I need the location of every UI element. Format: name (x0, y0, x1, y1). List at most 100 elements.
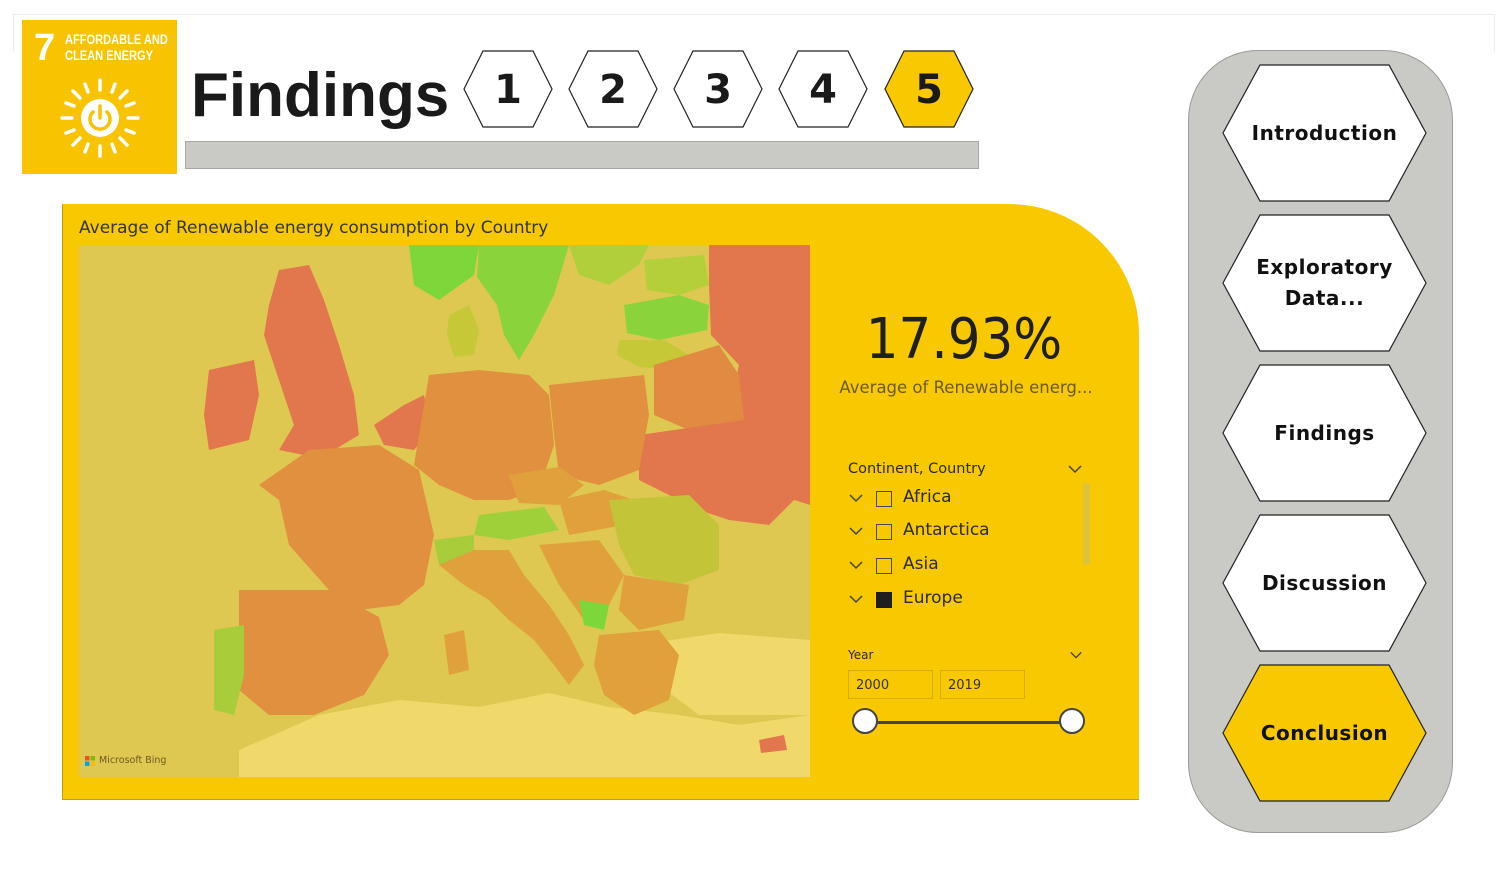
hexagon-shape (1222, 514, 1427, 652)
map-title: Average of Renewable energy consumption … (79, 218, 549, 238)
country-netherlands-belgium (374, 395, 431, 450)
page-button-4[interactable]: 4 (778, 50, 868, 128)
map-canvas (79, 245, 810, 777)
year-slider-end-handle[interactable] (1059, 708, 1085, 734)
page-button-label: 1 (494, 67, 522, 113)
country-finland (569, 245, 649, 285)
sun-power-icon (60, 78, 140, 158)
slicer-checkbox[interactable] (876, 558, 892, 574)
country-poland (549, 375, 649, 485)
expand-chevron-icon[interactable] (848, 560, 864, 570)
country-montenegro (579, 600, 609, 630)
nav-button-conclusion[interactable]: Conclusion (1222, 664, 1427, 802)
nav-button-label: Discussion (1261, 570, 1388, 595)
page-button-2[interactable]: 2 (568, 50, 658, 128)
hexagon-shape (1222, 364, 1427, 502)
hexagon-shape (463, 50, 553, 128)
country-portugal (214, 625, 244, 715)
chevron-down-icon[interactable] (1067, 464, 1083, 474)
slicer-checkbox-checked[interactable] (876, 592, 892, 608)
country-latvia (624, 295, 709, 340)
expand-chevron-icon[interactable] (848, 594, 864, 604)
page-button-label: 4 (809, 67, 837, 113)
sdg7-logo: 7 AFFORDABLE AND CLEAN ENERGY (22, 20, 177, 174)
nav-button-findings[interactable]: Findings (1222, 364, 1427, 502)
hexagon-shape (1222, 664, 1427, 802)
year-slider-track[interactable] (865, 721, 1072, 724)
slicer-item-asia[interactable]: Asia (848, 552, 1078, 582)
country-austria (474, 507, 559, 540)
country-sweden (477, 245, 569, 360)
africa-landmass (239, 693, 810, 777)
country-estonia (644, 255, 709, 295)
page-button-label: 2 (599, 67, 627, 113)
sdg-number: 7 (34, 27, 56, 69)
slicer-checkbox[interactable] (876, 524, 892, 540)
page-title: Findings (191, 61, 450, 130)
year-start-input[interactable]: 2000 (848, 670, 933, 699)
slicer-item-label: Asia (903, 554, 939, 574)
country-spain (239, 590, 389, 715)
country-czechia (509, 467, 584, 505)
hexagon-shape (568, 50, 658, 128)
hexagon-shape (673, 50, 763, 128)
sdg-goal-line2: CLEAN ENERGY (65, 48, 153, 63)
sdg-goal-line1: AFFORDABLE AND (65, 32, 168, 47)
country-france (259, 445, 434, 610)
slicer-checkbox[interactable] (876, 491, 892, 507)
country-sardinia (444, 630, 469, 675)
nav-button-label: Introduction (1251, 120, 1398, 145)
slicer-scrollbar[interactable] (1083, 483, 1090, 565)
hexagon-shape (778, 50, 868, 128)
slicer-item-europe[interactable]: Europe (848, 586, 1078, 616)
island-sicily (519, 695, 554, 715)
nav-button-label: Conclusion (1260, 720, 1389, 745)
bing-attribution: Microsoft Bing (85, 755, 166, 766)
country-norway (409, 245, 479, 300)
country-belarus (654, 345, 744, 430)
microsoft-logo-icon (85, 755, 95, 766)
turkey-landmass (639, 633, 810, 715)
page-button-1[interactable]: 1 (463, 50, 553, 128)
nav-button-label: Findings (1274, 420, 1375, 445)
europe-filled-map[interactable]: Microsoft Bing (79, 245, 810, 777)
country-romania (609, 495, 719, 585)
country-united-kingdom (264, 265, 359, 455)
country-italy (439, 550, 584, 685)
year-end-input[interactable]: 2019 (940, 670, 1025, 699)
page-button-5[interactable]: 5 (884, 50, 974, 128)
report-canvas-border (13, 14, 1495, 52)
slicer-item-label: Europe (903, 588, 963, 608)
country-balkans-west (539, 540, 624, 620)
hexagon-shape (1222, 214, 1427, 352)
chevron-down-icon[interactable] (1069, 650, 1083, 660)
island-cyprus (759, 735, 787, 753)
slicer-item-label: Antarctica (903, 520, 990, 540)
country-denmark (447, 305, 479, 357)
country-bulgaria (619, 575, 689, 630)
country-russia (709, 245, 810, 505)
expand-chevron-icon[interactable] (848, 526, 864, 536)
expand-chevron-icon[interactable] (848, 493, 864, 503)
country-germany (414, 370, 554, 500)
bing-attribution-text: Microsoft Bing (99, 755, 167, 766)
page-button-label: 3 (704, 67, 732, 113)
hexagon-shape (1222, 64, 1427, 202)
nav-button-discussion[interactable]: Discussion (1222, 514, 1427, 652)
slicer-item-antarctica[interactable]: Antarctica (848, 518, 1078, 548)
page-button-3[interactable]: 3 (673, 50, 763, 128)
slicer-item-label: Africa (903, 487, 952, 507)
page-button-label: 5 (915, 67, 943, 113)
nav-button-exploratory[interactable]: Exploratory Data... (1222, 214, 1427, 352)
country-ireland (204, 360, 259, 450)
sdg-goal-text: AFFORDABLE AND CLEAN ENERGY (65, 32, 168, 64)
kpi-value: 17.93% (865, 307, 1063, 372)
year-slider-start-handle[interactable] (852, 708, 878, 734)
nav-button-introduction[interactable]: Introduction (1222, 64, 1427, 202)
slicer-item-africa[interactable]: Africa (848, 485, 1078, 515)
title-underline-bar (185, 141, 979, 169)
hexagon-shape (884, 50, 974, 128)
year-slicer-title: Year (848, 648, 874, 662)
kpi-label: Average of Renewable energ... (839, 378, 1093, 397)
nav-button-label: Exploratory Data... (1256, 255, 1393, 310)
